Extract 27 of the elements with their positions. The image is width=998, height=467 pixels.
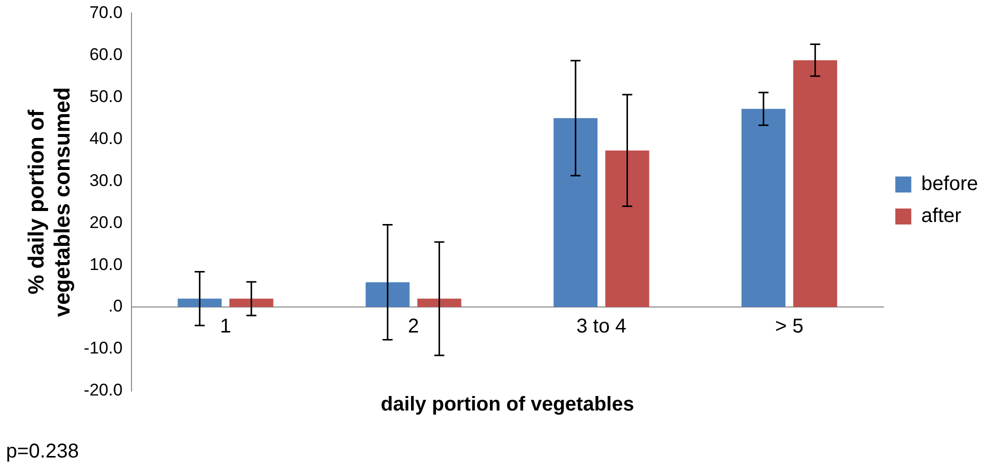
- bar: [742, 108, 786, 308]
- y-tick-label: -10.0: [84, 338, 123, 358]
- y-tick-label: -20.0: [84, 380, 123, 400]
- x-tick-label: 2: [408, 316, 420, 338]
- y-axis-title: % daily portion of vegetables consumed: [23, 87, 75, 318]
- bar: [417, 298, 462, 308]
- x-tick-label: 3 to 4: [576, 316, 626, 338]
- legend-label: after: [921, 205, 962, 228]
- x-tick-label: > 5: [775, 316, 804, 338]
- y-tick-label: 50.0: [89, 86, 123, 106]
- bar: [366, 282, 410, 308]
- bar: [178, 298, 222, 308]
- y-tick-label: 20.0: [89, 212, 123, 232]
- y-tick-label: .0: [108, 296, 123, 316]
- y-tick-label: 40.0: [89, 128, 123, 148]
- x-tick-label: 1: [220, 316, 232, 338]
- bar: [229, 298, 274, 308]
- y-tick-label: 10.0: [89, 254, 123, 274]
- text: p=0.238: [6, 440, 79, 463]
- bar: [793, 60, 838, 308]
- y-tick-label: 30.0: [89, 170, 123, 190]
- x-axis-title: daily portion of vegetables: [380, 394, 634, 416]
- bar: [605, 150, 650, 308]
- bar: [554, 118, 598, 308]
- y-tick-label: 70.0: [89, 2, 123, 22]
- legend-label: before: [921, 173, 978, 196]
- y-tick-label: 60.0: [89, 44, 123, 64]
